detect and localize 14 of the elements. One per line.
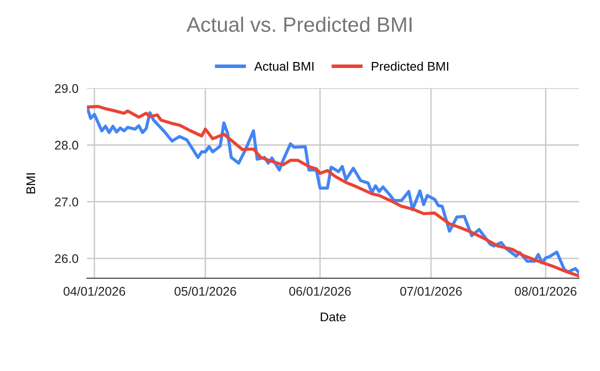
- x-tick-label: 05/01/2026: [174, 286, 236, 296]
- x-tick-label: 08/01/2026: [514, 286, 576, 296]
- legend-label: Predicted BMI: [372, 62, 448, 71]
- y-tick-label: 27.0: [54, 198, 78, 206]
- chart-title: Actual vs. Predicted BMI: [186, 16, 412, 32]
- x-axis-title: Date: [320, 312, 346, 322]
- y-tick-label: 28.0: [54, 140, 78, 150]
- x-tick-label: 06/01/2026: [289, 286, 351, 296]
- x-tick-label: 07/01/2026: [400, 286, 462, 296]
- x-tick-label: 04/01/2026: [64, 286, 126, 296]
- y-tick-label: 26.0: [54, 254, 78, 264]
- y-tick-label: 29.0: [54, 84, 78, 93]
- legend-label: Actual BMI: [254, 62, 314, 71]
- y-axis-title: BMI: [26, 173, 36, 194]
